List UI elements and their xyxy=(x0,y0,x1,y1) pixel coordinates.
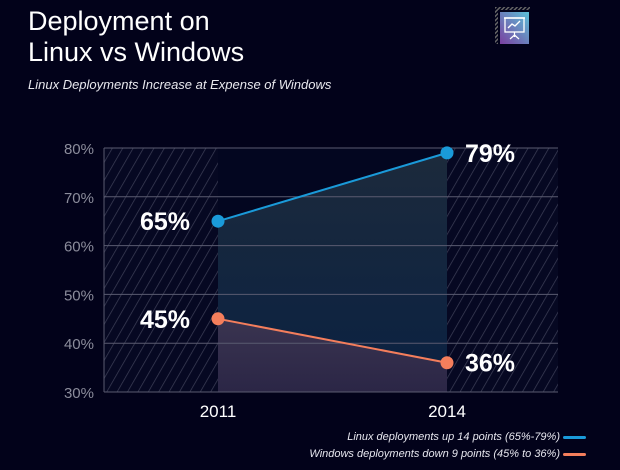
presentation-chart-icon xyxy=(495,7,530,44)
windows-data-label: 36% xyxy=(465,350,515,378)
linux-point xyxy=(211,214,225,228)
legend-windows-swatch xyxy=(563,453,586,456)
y-tick-label: 40% xyxy=(64,336,94,353)
linux-line xyxy=(217,151,448,223)
hatch-right xyxy=(447,148,558,392)
windows-point xyxy=(211,312,225,326)
title-line-2: Linux vs Windows xyxy=(28,37,245,67)
linux-point xyxy=(440,146,454,160)
x-tick-label: 2014 xyxy=(428,402,466,421)
y-tick-label: 30% xyxy=(64,385,94,402)
linux-data-label: 79% xyxy=(465,140,515,168)
windows-data-label: 45% xyxy=(140,306,190,334)
windows-point xyxy=(440,356,454,370)
windows-line xyxy=(217,317,448,364)
x-tick-label: 2011 xyxy=(200,402,237,421)
title-line-1: Deployment on xyxy=(28,6,210,36)
y-tick-label: 60% xyxy=(64,239,94,256)
y-tick-label: 50% xyxy=(64,287,94,304)
y-tick-label: 80% xyxy=(64,141,94,158)
legend-linux-swatch xyxy=(563,436,586,439)
legend-linux: Linux deployments up 14 points (65%-79%) xyxy=(347,431,560,443)
page-title: Deployment on Linux vs Windows xyxy=(28,6,328,68)
linux-data-label: 65% xyxy=(140,208,190,236)
legend-windows: Windows deployments down 9 points (45% t… xyxy=(309,448,560,460)
subtitle: Linux Deployments Increase at Expense of… xyxy=(28,77,332,92)
hatch-left xyxy=(104,148,218,392)
windows-area xyxy=(218,318,447,392)
y-tick-label: 70% xyxy=(64,190,94,207)
